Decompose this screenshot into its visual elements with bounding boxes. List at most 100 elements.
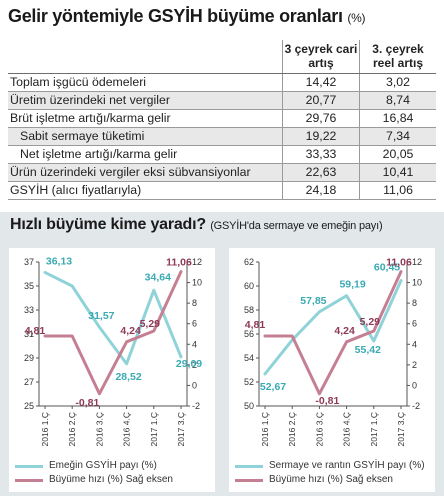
chart-section-title: Hızlı büyüme kime yaradı? (GSYİH'da serm…	[10, 216, 383, 234]
legend-swatch-growth	[15, 479, 43, 482]
x-tick-label: 2016 3.Ç	[94, 412, 104, 447]
row-label: Sabit sermaye tüketimi	[8, 127, 283, 146]
legend-label-growth: Büyüme hızı (%) Sağ eksen	[49, 474, 173, 485]
y-right-tick-label: 8	[412, 298, 417, 308]
y-right-tick-label: 10	[192, 278, 202, 288]
share-series-line	[263, 279, 403, 376]
legend-label-share: Sermaye ve rantın GSYİH payı (%)	[269, 460, 425, 471]
y-left-tick-label: 27	[24, 377, 34, 387]
row-cari-value: 19,22	[282, 127, 360, 146]
growth-data-label: 5,29	[140, 318, 161, 330]
y-left-tick-label: 29	[24, 353, 34, 363]
row-label: Toplam işgücü ödemeleri	[8, 73, 283, 92]
x-tick-label: 2016 1.Ç	[40, 412, 50, 447]
growth-data-label: 5,29	[360, 316, 381, 328]
y-right-tick-label: 2	[192, 360, 197, 370]
legend-swatch-share	[235, 465, 263, 468]
legend-item-growth: Büyüme hızı (%) Sağ eksen	[235, 474, 393, 486]
x-tick-label: 2016 2.Ç	[67, 412, 77, 447]
table-body: Toplam işgücü ödemeleri 14,42 3,02 Üretim ü…	[8, 73, 436, 200]
row-label: Net işletme artığı/karma gelir	[8, 145, 283, 164]
y-right-tick-label: 0	[412, 380, 417, 390]
x-tick-label: 2017 1.Ç	[149, 412, 159, 447]
row-cari-value: 29,76	[282, 109, 360, 128]
share-data-label: 60,45	[374, 262, 400, 274]
y-left-tick-label: 58	[244, 305, 254, 315]
row-cari-value: 33,33	[282, 145, 360, 164]
growth-data-label: 11,06	[166, 257, 192, 269]
row-reel-value: 10,41	[359, 163, 436, 182]
table-row: GSYİH (alıcı fiyatlarıyla) 24,18 11,06	[8, 181, 436, 200]
table-row: Toplam işgücü ödemeleri 14,42 3,02	[8, 73, 436, 92]
row-cari-value: 24,18	[282, 181, 360, 200]
row-reel-value: 20,05	[359, 145, 436, 164]
legend-item-growth: Büyüme hızı (%) Sağ eksen	[15, 474, 173, 486]
row-reel-value: 3,02	[359, 73, 436, 92]
title-main: Gelir yöntemiyle GSYİH büyüme oranları	[8, 6, 343, 26]
table-row: Brüt işletme artığı/karma gelir 29,76 16,8…	[8, 109, 436, 128]
y-right-tick-label: 10	[412, 278, 422, 288]
table-row: Net işletme artığı/karma gelir 33,33 20,05	[8, 145, 436, 164]
labor-share-chart-panel: 25 27 29 31 33 35 37 -2 0 2 4 6 8 10 12 2016 1.Ç 2016 2.…	[9, 248, 215, 492]
legend-swatch-share	[15, 465, 43, 468]
share-data-label: 55,42	[355, 344, 381, 356]
chart-section: Hızlı büyüme kime yaradı? (GSYİH'da serm…	[0, 212, 444, 496]
y-left-tick-label: 31	[24, 329, 34, 339]
y-left-tick-label: 35	[24, 281, 34, 291]
row-cari-value: 14,42	[282, 73, 360, 92]
page-title: Gelir yöntemiyle GSYİH büyüme oranları (…	[8, 6, 365, 27]
row-reel-value: 8,74	[359, 91, 436, 110]
row-label: GSYİH (alıcı fiyatlarıyla)	[8, 181, 283, 200]
legend-label-growth: Büyüme hızı (%) Sağ eksen	[269, 474, 393, 485]
share-data-label: 28,52	[115, 371, 141, 383]
share-data-label: 31,57	[88, 310, 114, 322]
share-data-label: 36,13	[46, 255, 72, 267]
share-data-label: 52,67	[260, 381, 286, 393]
y-right-tick-label: 4	[412, 339, 417, 349]
growth-series-line	[263, 270, 403, 396]
y-right-tick-label: -2	[412, 401, 420, 411]
y-right-tick-label: 6	[412, 319, 417, 329]
share-data-label: 34,64	[145, 271, 171, 283]
x-tick-label: 2016 2.Ç	[287, 412, 297, 447]
share-data-label: 29,09	[176, 358, 202, 370]
y-right-tick-label: 0	[192, 380, 197, 390]
table-header-label	[8, 40, 283, 74]
growth-table: 3 çeyrek cari artış 3. çeyrek reel artış…	[8, 40, 436, 200]
y-left-tick-label: 25	[24, 401, 34, 411]
growth-data-label: 4,81	[245, 319, 266, 331]
row-label: Ürün üzerindeki vergiler eksi sübvansiyo…	[8, 163, 283, 182]
growth-data-label: -0,81	[75, 397, 99, 409]
growth-data-label: 4,81	[25, 325, 46, 337]
y-left-tick-label: 56	[244, 329, 254, 339]
title-unit: (%)	[347, 11, 366, 25]
row-label: Üretim üzerindeki net vergiler	[8, 91, 283, 110]
y-left-tick-label: 37	[24, 257, 34, 267]
capital-share-chart-panel: 50 52 54 56 58 60 62 -2 0 2 4 6 8 10 12 2016 1.Ç 2016 2.…	[229, 248, 435, 492]
y-right-tick-label: 4	[192, 339, 197, 349]
chart-section-title-main: Hızlı büyüme kime yaradı?	[10, 216, 206, 233]
x-tick-label: 2017 3.Ç	[176, 412, 186, 447]
y-right-tick-label: 12	[412, 257, 422, 267]
row-reel-value: 7,34	[359, 127, 436, 146]
chart-section-title-sub: (GSYİH'da sermaye ve emeğin payı)	[210, 220, 383, 232]
growth-series-line	[43, 270, 183, 396]
table-header-cari: 3 çeyrek cari artış	[282, 40, 360, 74]
y-left-tick-label: 54	[244, 353, 254, 363]
y-right-tick-label: -2	[192, 401, 200, 411]
y-right-tick-label: 6	[192, 319, 197, 329]
table-row: Üretim üzerindeki net vergiler 20,77 8,74	[8, 91, 436, 110]
row-label: Brüt işletme artığı/karma gelir	[8, 109, 283, 128]
y-left-tick-label: 50	[244, 401, 254, 411]
row-reel-value: 11,06	[359, 181, 436, 200]
y-right-tick-label: 2	[412, 360, 417, 370]
row-reel-value: 16,84	[359, 109, 436, 128]
x-tick-label: 2017 3.Ç	[396, 412, 406, 447]
y-left-tick-label: 62	[244, 257, 254, 267]
table-row: Sabit sermaye tüketimi 19,22 7,34	[8, 127, 436, 146]
y-left-tick-label: 60	[244, 281, 254, 291]
legend-label-share: Emeğin GSYİH payı (%)	[49, 460, 157, 471]
capital-share-chart: 50 52 54 56 58 60 62 -2 0 2 4 6 8 10 12 2016 1.Ç 2016 2.…	[244, 257, 422, 447]
y-right-tick-label: 8	[192, 298, 197, 308]
